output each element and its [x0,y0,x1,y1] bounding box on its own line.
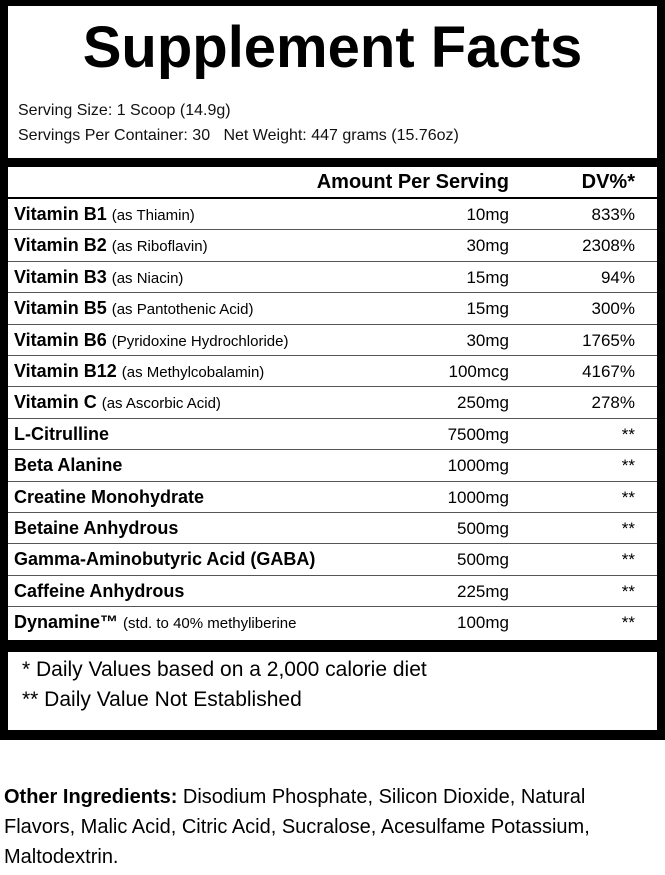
table-row: Dynamine™ (std. to 40% methyliberine 100m… [8,607,657,638]
nutrient-name: L-Citrulline [14,424,109,445]
daily-value: 2308% [582,236,635,256]
amount: 15mg [466,299,509,319]
amount: 15mg [466,267,509,287]
nutrient-label: Creatine Monohydrate [14,486,205,507]
amount: 500mg [457,519,509,538]
other-ingredients-text: Disodium Phosphate, Silicon Dioxide, Nat… [4,786,590,868]
nutrient-name: Gamma-Aminobutyric Acid (GABA) [14,549,315,570]
nutrient-note: (as Methylcobalamin) [121,364,265,381]
nutrient-note: (Pyridoxine Hydrochloride) [111,332,289,350]
table-row: Creatine Monohydrate 1000mg ** [8,482,657,513]
nutrient-name: Vitamin B2 (as Riboflavin) [14,235,208,256]
nutrient-note: (as Riboflavin) [111,238,208,256]
daily-value: 1765% [582,330,635,350]
amount: 30mg [466,330,509,350]
table-row: Betaine Anhydrous 500mg ** [8,513,657,545]
daily-value: 278% [591,393,635,413]
nutrient-label: Vitamin B3 [14,266,107,287]
nutrient-note: (as Pantothenic Acid) [111,301,254,319]
nutrient-label: Caffeine Anhydrous [14,580,185,601]
nutrient-name: Vitamin B6 (Pyridoxine Hydrochloride) [14,330,288,351]
servings-info: Servings Per Container: 30 Net Weight: 4… [18,127,459,145]
daily-value: ** [621,581,635,601]
nutrient-note: (std. to 40% methyliberine [123,615,297,633]
table-row: Vitamin B2 (as Riboflavin) 30mg 2308% [8,230,657,262]
supplement-facts-panel: Supplement Facts Serving Size: 1 Scoop (… [0,0,665,740]
daily-value: 4167% [582,362,635,381]
nutrient-name: Vitamin B12 (as Methylcobalamin) [14,361,264,382]
table-row: Vitamin B5 (as Pantothenic Acid) 15mg 300% [8,293,657,325]
nutrient-label: Vitamin B12 [14,361,117,381]
daily-value: ** [621,613,635,633]
nutrient-label: Vitamin C [14,392,97,413]
daily-value: 300% [591,299,635,319]
nutrient-label: L-Citrulline [14,423,109,444]
nutrient-note: (as Niacin) [111,269,184,287]
nutrient-table: Amount Per Serving DV%* Vitamin B1 (as T… [8,167,657,640]
dv-header: DV%* [581,171,635,193]
nutrient-name: Vitamin B5 (as Pantothenic Acid) [14,298,253,319]
table-row: Vitamin B12 (as Methylcobalamin) 100mcg 41… [8,356,657,388]
amount: 100mg [457,613,509,633]
table-row: Caffeine Anhydrous 225mg ** [8,576,657,608]
amount: 100mcg [448,362,509,381]
table-row: Beta Alanine 1000mg ** [8,450,657,482]
net-weight: Net Weight: 447 grams (15.76oz) [223,127,459,144]
other-ingredients-label: Other Ingredients: [4,786,178,808]
nutrient-name: Vitamin B3 (as Niacin) [14,267,183,288]
nutrient-label: Vitamin B1 [14,204,107,224]
nutrient-label: Dynamine™ [14,612,119,633]
nutrient-label: Beta Alanine [14,455,123,476]
table-row: Vitamin B1 (as Thiamin) 10mg 833% [8,199,657,231]
daily-value: ** [621,550,635,570]
footnotes: * Daily Values based on a 2,000 calorie … [8,652,657,730]
footnote-not-established: ** Daily Value Not Established [22,688,302,711]
table-row: Vitamin C (as Ascorbic Acid) 250mg 278% [8,387,657,419]
nutrient-name: Vitamin B1 (as Thiamin) [14,204,195,225]
nutrient-note: (as Ascorbic Acid) [101,395,221,413]
daily-value: ** [621,424,635,444]
table-row: L-Citrulline 7500mg ** [8,419,657,451]
daily-value: ** [621,487,635,507]
amount: 250mg [457,393,509,413]
nutrient-name: Dynamine™ (std. to 40% methyliberine [14,612,296,633]
servings-per-container: Servings Per Container: 30 [18,127,211,144]
table-header: Amount Per Serving DV%* [8,167,657,199]
amount: 500mg [457,550,509,570]
nutrient-name: Creatine Monohydrate [14,487,204,508]
amount-header: Amount Per Serving [316,171,509,193]
title-section: Supplement Facts Serving Size: 1 Scoop (… [8,6,657,158]
nutrient-name: Beta Alanine [14,455,122,476]
nutrient-name: Vitamin C (as Ascorbic Acid) [14,392,221,413]
table-row: Vitamin B3 (as Niacin) 15mg 94% [8,262,657,294]
nutrient-name: Caffeine Anhydrous [14,581,184,602]
nutrient-label: Vitamin B6 [14,329,107,350]
daily-value: 833% [591,205,635,224]
amount: 10mg [466,205,509,224]
amount: 1000mg [447,456,509,476]
table-row: Vitamin B6 (Pyridoxine Hydrochloride) 30m… [8,325,657,356]
amount: 30mg [466,236,509,256]
nutrient-label: Vitamin B2 [14,235,107,256]
footnote-dv: * Daily Values based on a 2,000 calorie … [22,658,427,681]
daily-value: 94% [600,267,635,287]
panel-title: Supplement Facts [82,15,583,80]
nutrient-name: Betaine Anhydrous [14,518,178,539]
table-row: Gamma-Aminobutyric Acid (GABA) 500mg ** [8,544,657,576]
daily-value: ** [621,456,635,476]
other-ingredients: Other Ingredients: Disodium Phosphate, S… [4,782,659,872]
nutrient-label: Gamma-Aminobutyric Acid (GABA) [14,549,316,570]
amount: 225mg [457,581,509,601]
nutrient-note: (as Thiamin) [111,207,195,224]
nutrient-label: Vitamin B5 [14,298,107,319]
amount: 1000mg [447,487,509,507]
nutrient-label: Betaine Anhydrous [14,518,179,538]
serving-size: Serving Size: 1 Scoop (14.9g) [18,102,231,119]
amount: 7500mg [447,424,509,444]
daily-value: ** [621,519,635,538]
